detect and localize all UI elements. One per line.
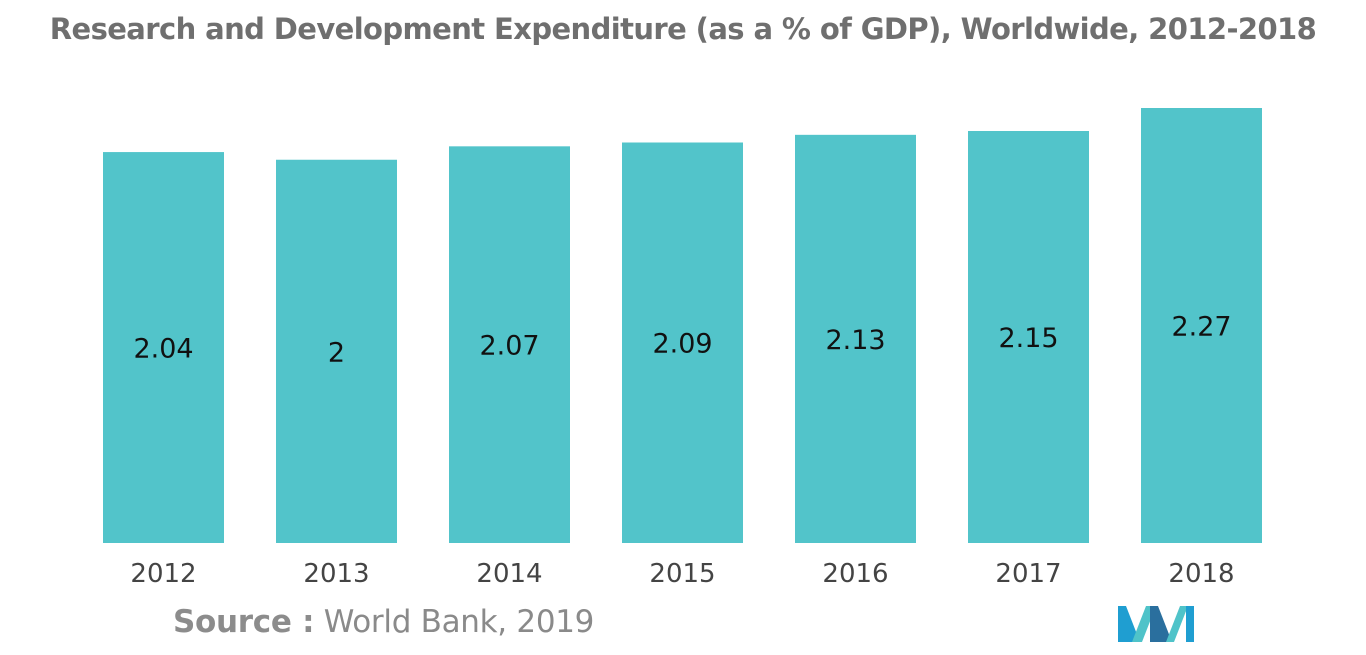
x-tick-label-2018: 2018 (1168, 559, 1234, 589)
bar-2018 (1141, 108, 1262, 543)
source-text: World Bank, 2019 (323, 604, 595, 640)
x-tick-label-2016: 2016 (822, 559, 888, 589)
value-label-2015: 2.09 (652, 329, 712, 360)
x-tick-label-2012: 2012 (130, 559, 196, 589)
x-axis-tick-labels: 2012 2013 2014 2015 2016 2017 2018 (130, 559, 1234, 589)
mordor-intelligence-logo-icon (1118, 606, 1194, 642)
x-tick-label-2014: 2014 (476, 559, 542, 589)
value-label-2017: 2.15 (998, 323, 1058, 354)
x-tick-label-2015: 2015 (649, 559, 715, 589)
bar-2013 (276, 159, 397, 543)
bar-2016 (795, 134, 916, 544)
value-label-2016: 2.13 (825, 325, 885, 356)
bar-2014 (449, 146, 570, 543)
value-labels-layer: 2.04 2 2.07 2.09 2.13 2.15 2.27 (133, 312, 1231, 369)
value-label-2018: 2.27 (1171, 312, 1231, 343)
x-tick-label-2013: 2013 (303, 559, 369, 589)
source-label: Source : (173, 604, 315, 640)
bar-2015 (622, 142, 743, 543)
bar-2017 (968, 130, 1089, 543)
value-label-2013: 2 (328, 337, 345, 368)
value-label-2012: 2.04 (133, 334, 193, 365)
bars-layer (103, 108, 1262, 544)
x-tick-label-2017: 2017 (995, 559, 1061, 589)
source-note: Source : World Bank, 2019 (173, 604, 594, 640)
bar-2012 (103, 152, 224, 543)
chart-title: Research and Development Expenditure (as… (49, 12, 1317, 46)
value-label-2014: 2.07 (479, 331, 539, 362)
